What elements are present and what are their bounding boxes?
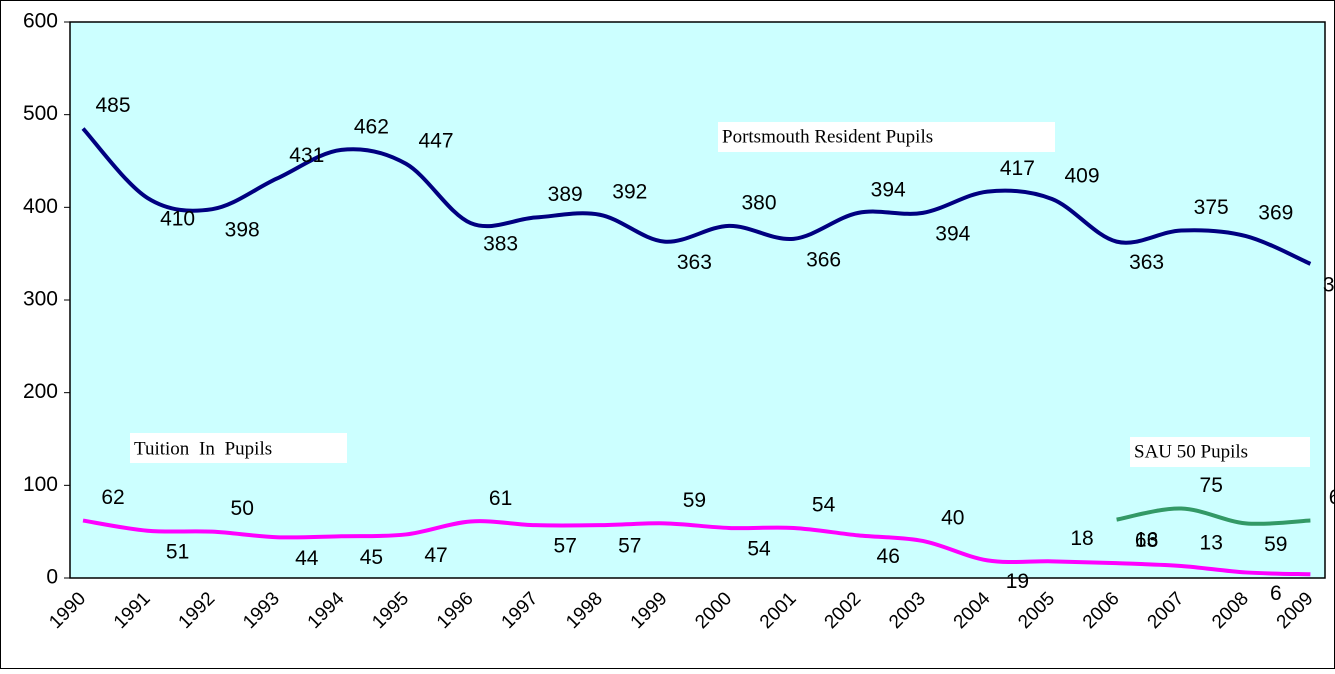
y-tick-label: 100 (23, 473, 58, 496)
data-label: 363 (677, 251, 712, 274)
data-label: 394 (871, 178, 906, 201)
data-label: 417 (1000, 157, 1035, 180)
data-label: 485 (95, 94, 130, 117)
y-tick-label: 200 (23, 380, 58, 403)
data-label: 62 (1329, 486, 1335, 509)
data-label: 50 (231, 497, 254, 520)
data-label: 57 (554, 535, 577, 558)
data-label: 45 (360, 546, 383, 569)
data-label: 59 (1264, 533, 1287, 556)
data-label: 447 (418, 129, 453, 152)
y-tick-label: 500 (23, 102, 58, 125)
data-label: 54 (747, 538, 771, 561)
series-label: Portsmouth Resident Pupils (722, 126, 933, 147)
data-label: 409 (1064, 165, 1099, 188)
data-label: 59 (683, 489, 706, 512)
y-tick-label: 300 (23, 288, 58, 311)
data-label: 410 (160, 208, 195, 231)
data-label: 383 (483, 233, 518, 256)
data-label: 57 (618, 535, 641, 558)
data-label: 6 (1270, 582, 1282, 605)
data-label: 18 (1070, 527, 1093, 550)
data-label: 51 (166, 540, 189, 563)
y-tick-label: 400 (23, 195, 58, 218)
data-label: 44 (295, 547, 319, 570)
data-label: 392 (612, 180, 647, 203)
data-label: 380 (741, 191, 776, 214)
data-label: 46 (877, 545, 900, 568)
data-label: 61 (489, 487, 512, 510)
data-label: 62 (101, 486, 124, 509)
data-label: 462 (354, 115, 389, 138)
data-label: 366 (806, 248, 841, 271)
data-label: 63 (1135, 529, 1158, 552)
data-label: 40 (941, 506, 964, 529)
data-label: 369 (1258, 202, 1293, 225)
data-label: 394 (935, 222, 970, 245)
data-label: 398 (225, 219, 260, 242)
data-label: 389 (548, 183, 583, 206)
data-label: 75 (1200, 474, 1223, 497)
y-tick-label: 600 (23, 10, 58, 33)
data-label: 363 (1129, 251, 1164, 274)
data-label: 19 (1006, 570, 1029, 593)
data-label: 431 (289, 144, 324, 167)
data-label: 47 (424, 544, 447, 567)
series-label: Tuition In Pupils (134, 438, 272, 459)
series-label: SAU 50 Pupils (1134, 441, 1248, 462)
data-label: 375 (1194, 196, 1229, 219)
y-tick-label: 0 (46, 566, 58, 589)
data-label: 13 (1200, 532, 1223, 555)
data-label: 54 (812, 494, 836, 517)
data-label: 339 (1323, 273, 1335, 296)
